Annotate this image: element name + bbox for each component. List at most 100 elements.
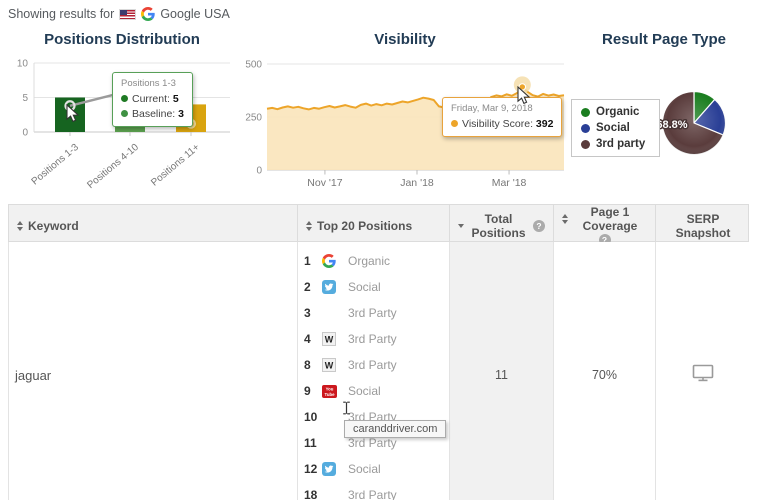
table-header-row: Keyword Top 20 Positions Total Positions? P… — [8, 204, 749, 246]
column-header-serp-snapshot[interactable]: SERP Snapshot — [656, 205, 750, 246]
position-type-link[interactable]: 3rd Party — [348, 332, 397, 346]
wikipedia-icon: W — [322, 332, 339, 347]
keywords-table: Keyword Top 20 Positions Total Positions? P… — [8, 204, 750, 500]
column-label: Page 1 Coverage — [582, 205, 638, 233]
position-rank: 8 — [304, 358, 311, 372]
sort-both-icon[interactable] — [17, 220, 23, 231]
svg-text:Positions 4-10: Positions 4-10 — [85, 142, 141, 191]
position-row-4[interactable]: 4 W 3rd Party — [298, 326, 449, 352]
text-cursor-icon — [342, 401, 351, 420]
position-row-9[interactable]: 9 You Tube Social — [298, 378, 449, 404]
url-hover-tooltip: caranddriver.com — [344, 420, 447, 438]
column-header-total-positions[interactable]: Total Positions? — [450, 205, 554, 246]
mouse-cursor-icon — [517, 85, 531, 110]
position-row-1[interactable]: 1 Organic — [298, 248, 449, 274]
google-logo-icon — [141, 7, 156, 21]
no-icon — [322, 436, 339, 451]
sort-both-icon[interactable] — [306, 220, 312, 231]
legend-dot-icon — [581, 123, 590, 133]
position-type-link[interactable]: Social — [348, 280, 381, 294]
svg-text:68.8%: 68.8% — [656, 119, 687, 131]
results-scope-label: Showing results for — [8, 7, 115, 21]
position-row-8[interactable]: 8 W 3rd Party — [298, 352, 449, 378]
position-rank: 11 — [304, 436, 317, 450]
total-positions-value: 11 — [495, 368, 508, 382]
position-type-link[interactable]: 3rd Party — [348, 488, 397, 500]
position-row-11[interactable]: 11 3rd Party — [298, 430, 449, 456]
legend-item-organic[interactable]: Organic — [581, 106, 659, 118]
sort-desc-icon[interactable] — [458, 223, 464, 228]
pie-percentage-label: 68.8% — [656, 119, 687, 131]
page1-coverage-cell: 70% — [554, 242, 656, 500]
visibility-tooltip: Friday, Mar 9, 2018 Visibility Score: 39… — [442, 97, 563, 137]
keyword-cell[interactable]: jaguar — [9, 242, 298, 500]
position-rank: 1 — [304, 254, 311, 268]
legend-item-3rd-party[interactable]: 3rd party — [581, 138, 659, 150]
visibility-tooltip-date: Friday, Mar 9, 2018 — [451, 103, 533, 114]
svg-text:0: 0 — [22, 128, 28, 139]
result-page-type-title: Result Page Type — [602, 31, 726, 48]
legend-item-social[interactable]: Social — [581, 122, 659, 134]
no-icon — [322, 410, 339, 425]
serp-snapshot-monitor-icon[interactable] — [692, 364, 714, 387]
youtube-icon: You Tube — [322, 384, 339, 399]
page-type-legend: Organic Social 3rd party — [571, 99, 660, 157]
legend-dot-icon — [581, 139, 590, 149]
positions-tooltip-title: Positions 1-3 — [121, 78, 176, 89]
svg-text:W: W — [325, 335, 334, 345]
svg-text:Positions 1-3: Positions 1-3 — [30, 142, 82, 188]
position-type-link[interactable]: 3rd Party — [348, 436, 397, 450]
svg-text:5: 5 — [22, 93, 28, 104]
position-rank: 2 — [304, 280, 311, 294]
svg-text:0: 0 — [256, 166, 262, 177]
keyword-label: jaguar — [15, 367, 52, 383]
svg-text:Jan '18: Jan '18 — [400, 177, 434, 189]
sort-both-icon[interactable] — [562, 214, 568, 224]
no-icon — [322, 306, 339, 321]
score-dot-icon — [451, 119, 458, 127]
position-type-link[interactable]: 3rd Party — [348, 306, 397, 320]
svg-text:Tube: Tube — [325, 392, 336, 397]
page1-coverage-value: 70% — [591, 368, 618, 382]
positions-tooltip: Positions 1-3 Current: 5 Baseline: 3 — [112, 72, 193, 128]
position-row-3[interactable]: 3 3rd Party — [298, 300, 449, 326]
position-row-18[interactable]: 18 3rd Party — [298, 482, 449, 500]
position-rank: 4 — [304, 332, 311, 346]
visibility-title: Visibility — [374, 31, 436, 48]
legend-label: 3rd party — [596, 138, 646, 150]
baseline-dot-icon — [121, 109, 128, 117]
help-icon[interactable]: ? — [533, 219, 545, 232]
position-rank: 12 — [304, 462, 318, 476]
position-type-link[interactable]: Social — [348, 384, 381, 398]
column-label: Total Positions — [471, 211, 526, 240]
position-rank: 18 — [304, 488, 318, 500]
legend-dot-icon — [581, 107, 590, 117]
column-header-top-20-positions[interactable]: Top 20 Positions — [298, 205, 450, 246]
position-rank: 10 — [304, 410, 318, 424]
column-header-keyword[interactable]: Keyword — [9, 205, 298, 246]
position-type-link[interactable]: 3rd Party — [348, 358, 397, 372]
serp-snapshot-cell[interactable] — [656, 242, 750, 500]
positions-tooltip-current: Current: 5 — [121, 92, 184, 107]
position-type-link[interactable]: Social — [348, 462, 381, 476]
top20-positions-cell: 1 Organic 2 Social 3 3rd Party 4 W 3rd Party 8 W 3r… — [298, 242, 450, 500]
position-rank: 9 — [304, 384, 311, 398]
search-engine-label[interactable]: Google USA — [160, 7, 230, 21]
svg-text:Mar '18: Mar '18 — [492, 177, 527, 189]
total-positions-cell: 11 — [450, 242, 554, 500]
twitter-icon — [322, 462, 339, 477]
column-label: Keyword — [28, 218, 79, 233]
svg-text:Nov '17: Nov '17 — [307, 177, 342, 189]
position-row-2[interactable]: 2 Social — [298, 274, 449, 300]
legend-label: Organic — [596, 106, 640, 118]
column-header-page-1-coverage[interactable]: Page 1 Coverage? — [554, 205, 656, 246]
position-row-12[interactable]: 12 Social — [298, 456, 449, 482]
positions-tooltip-baseline: Baseline: 3 — [121, 107, 184, 122]
svg-text:Positions 11+: Positions 11+ — [149, 142, 202, 189]
no-icon — [322, 488, 339, 500]
positions-distribution-title: Positions Distribution — [44, 31, 200, 48]
svg-text:500: 500 — [245, 60, 262, 71]
position-type-link[interactable]: Organic — [348, 254, 391, 268]
svg-text:10: 10 — [17, 59, 29, 70]
